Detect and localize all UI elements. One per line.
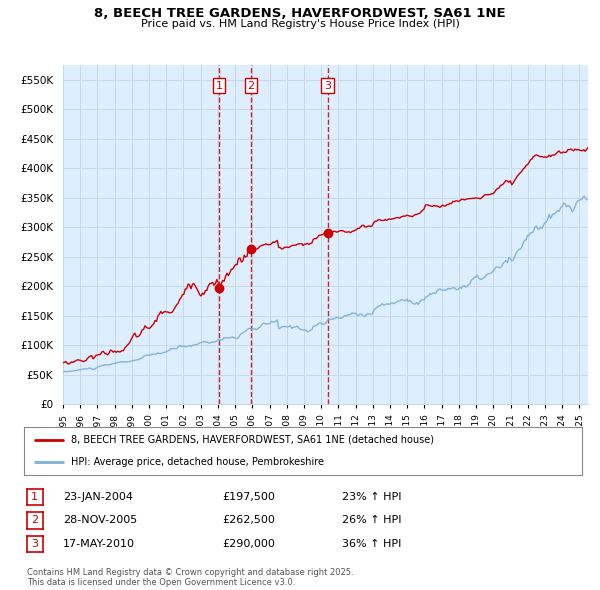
- Text: 36% ↑ HPI: 36% ↑ HPI: [342, 539, 401, 549]
- Text: £290,000: £290,000: [222, 539, 275, 549]
- Text: 23% ↑ HPI: 23% ↑ HPI: [342, 492, 401, 502]
- Text: 8, BEECH TREE GARDENS, HAVERFORDWEST, SA61 1NE: 8, BEECH TREE GARDENS, HAVERFORDWEST, SA…: [94, 7, 506, 20]
- Text: 1: 1: [215, 81, 223, 90]
- Text: HPI: Average price, detached house, Pembrokeshire: HPI: Average price, detached house, Pemb…: [71, 457, 325, 467]
- Text: 23-JAN-2004: 23-JAN-2004: [63, 492, 133, 502]
- Text: 3: 3: [324, 81, 331, 90]
- Text: 2: 2: [247, 81, 254, 90]
- Text: 26% ↑ HPI: 26% ↑ HPI: [342, 516, 401, 525]
- Text: Contains HM Land Registry data © Crown copyright and database right 2025.
This d: Contains HM Land Registry data © Crown c…: [27, 568, 353, 587]
- Text: 3: 3: [31, 539, 38, 549]
- Text: 28-NOV-2005: 28-NOV-2005: [63, 516, 137, 525]
- Text: £262,500: £262,500: [222, 516, 275, 525]
- Text: £197,500: £197,500: [222, 492, 275, 502]
- Text: Price paid vs. HM Land Registry's House Price Index (HPI): Price paid vs. HM Land Registry's House …: [140, 19, 460, 29]
- Text: 2: 2: [31, 516, 38, 525]
- Text: 17-MAY-2010: 17-MAY-2010: [63, 539, 135, 549]
- Text: 1: 1: [31, 492, 38, 502]
- Text: 8, BEECH TREE GARDENS, HAVERFORDWEST, SA61 1NE (detached house): 8, BEECH TREE GARDENS, HAVERFORDWEST, SA…: [71, 435, 434, 445]
